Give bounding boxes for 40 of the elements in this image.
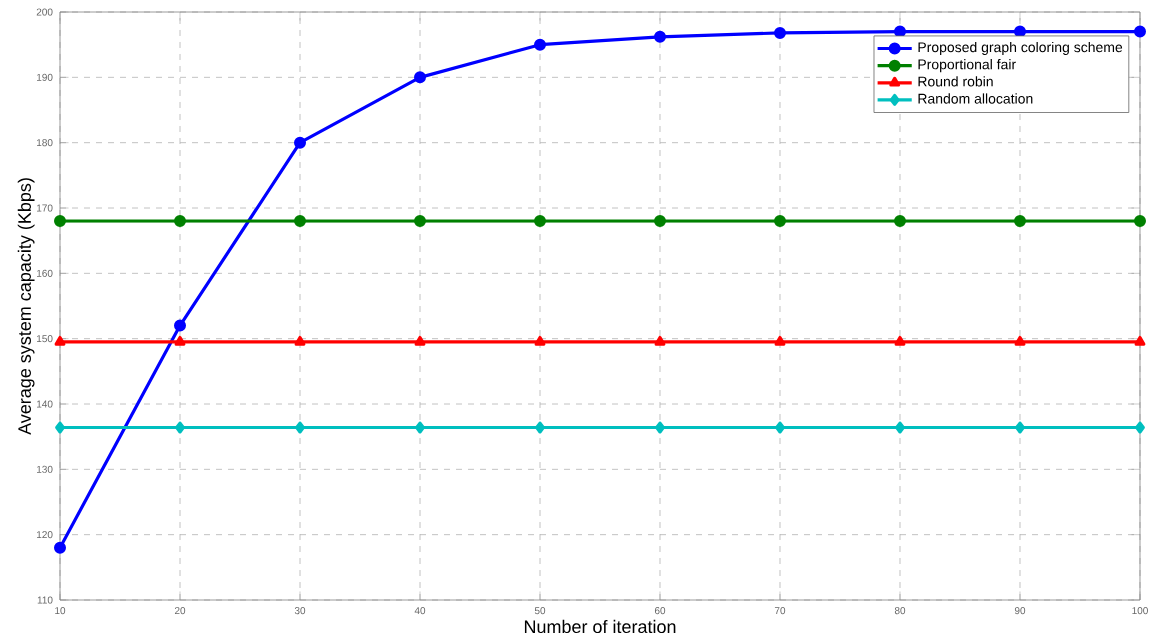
point [414, 215, 426, 228]
point [1014, 335, 1026, 346]
point [174, 319, 187, 332]
point [534, 215, 546, 228]
point [893, 215, 906, 228]
point [415, 421, 425, 434]
point [1133, 25, 1146, 38]
point [775, 421, 785, 434]
point [1135, 421, 1145, 434]
point [55, 421, 65, 434]
point [414, 335, 426, 346]
point [534, 335, 546, 346]
point [774, 26, 786, 39]
point [1134, 335, 1146, 346]
point [1133, 215, 1146, 228]
point [774, 335, 786, 346]
point [174, 215, 187, 228]
point [654, 215, 666, 228]
point [654, 335, 666, 346]
point [54, 335, 66, 346]
point [175, 421, 185, 434]
x-axis-title: Number of iteration [524, 619, 676, 634]
point [535, 421, 545, 434]
point [294, 215, 307, 228]
point [414, 71, 426, 84]
point [655, 421, 665, 434]
point [894, 335, 906, 346]
point [1014, 215, 1026, 228]
point [895, 421, 905, 434]
point [294, 335, 306, 346]
point [54, 215, 66, 228]
point [295, 421, 305, 434]
point [654, 30, 666, 43]
point [774, 215, 786, 228]
point [174, 335, 186, 346]
point [294, 136, 307, 149]
point [54, 541, 66, 554]
point [1015, 421, 1025, 434]
point [534, 38, 546, 51]
y-axis-title: Average system capacity (Kbps) [17, 178, 35, 435]
